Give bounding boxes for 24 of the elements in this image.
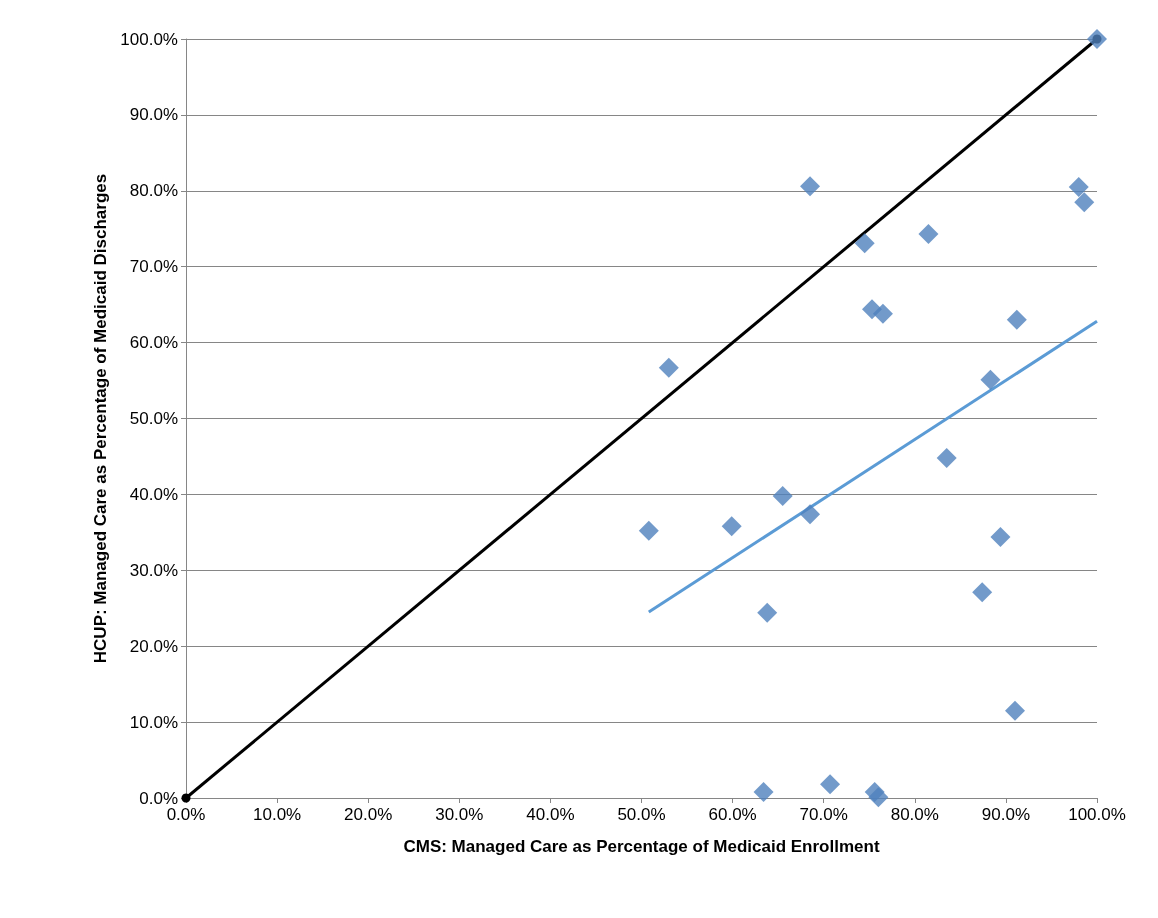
x-tick-label: 0.0% bbox=[166, 805, 206, 824]
x-tick-label: 30.0% bbox=[435, 805, 484, 824]
x-axis-title: CMS: Managed Care as Percentage of Medicaid Enrollment bbox=[403, 837, 880, 856]
x-tick-label: 70.0% bbox=[799, 805, 848, 824]
y-tick-label: 100.0% bbox=[120, 29, 178, 49]
x-tick-label: 100.0% bbox=[1068, 805, 1126, 824]
y-tick-label: 50.0% bbox=[129, 409, 178, 428]
y-tick-label: 0.0% bbox=[139, 788, 178, 808]
y-tick-label: 60.0% bbox=[129, 333, 178, 353]
y-axis-title: HCUP: Managed Care as Percentage of Medicaid Discharges bbox=[91, 173, 111, 664]
y-tick-label: 70.0% bbox=[129, 257, 178, 277]
x-tick-label: 40.0% bbox=[526, 805, 575, 824]
y-tick-label: 80.0% bbox=[129, 181, 178, 201]
y-tick-label: 10.0% bbox=[129, 712, 178, 732]
y-tick-label: 30.0% bbox=[129, 560, 178, 580]
x-tick-label: 50.0% bbox=[617, 805, 666, 824]
x-tick-label: 10.0% bbox=[253, 805, 302, 824]
y-tick-label: 40.0% bbox=[129, 484, 178, 504]
x-tick-label: 20.0% bbox=[344, 805, 393, 824]
x-tick-label: 90.0% bbox=[981, 805, 1030, 824]
y-tick-label: 20.0% bbox=[129, 636, 178, 656]
y-tick-label: 90.0% bbox=[129, 105, 178, 125]
x-tick-label: 60.0% bbox=[708, 805, 757, 824]
x-tick-label: 80.0% bbox=[890, 805, 939, 824]
